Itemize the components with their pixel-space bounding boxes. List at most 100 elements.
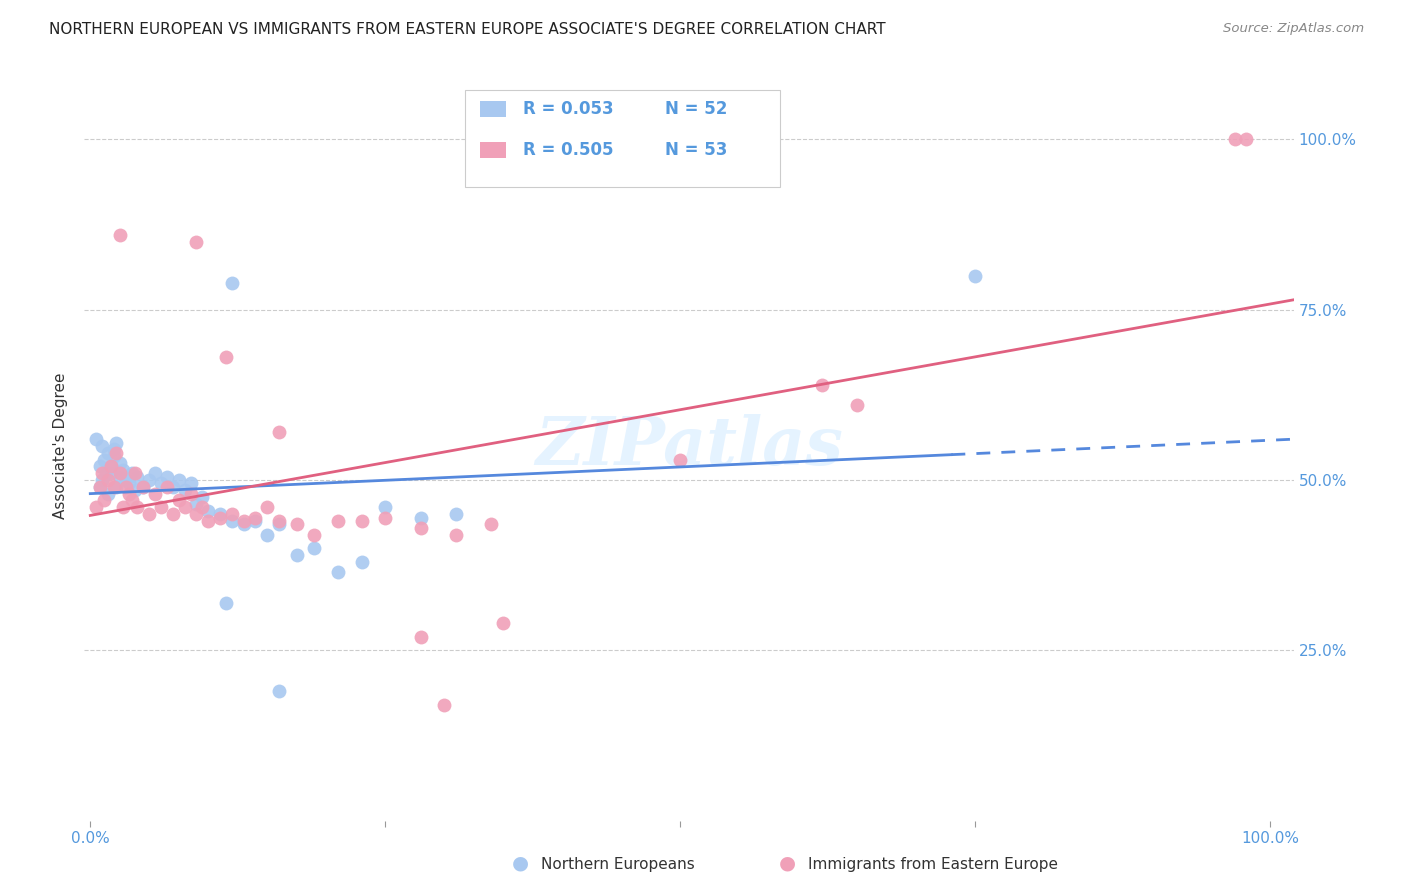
Text: R = 0.505: R = 0.505 bbox=[523, 141, 614, 159]
Point bbox=[326, 514, 349, 528]
Point bbox=[121, 467, 143, 481]
Point bbox=[232, 514, 254, 528]
Point bbox=[221, 507, 243, 521]
Point bbox=[103, 442, 125, 457]
Point bbox=[173, 500, 195, 515]
Point bbox=[127, 469, 149, 483]
Point bbox=[100, 467, 122, 481]
Point bbox=[326, 565, 349, 579]
Point bbox=[267, 514, 290, 528]
FancyBboxPatch shape bbox=[479, 142, 506, 158]
Y-axis label: Associate's Degree: Associate's Degree bbox=[53, 373, 69, 519]
Point bbox=[350, 514, 373, 528]
Point bbox=[108, 227, 131, 242]
Point bbox=[97, 486, 120, 500]
Point bbox=[221, 514, 243, 528]
Point bbox=[963, 268, 986, 283]
Text: N = 53: N = 53 bbox=[665, 141, 727, 159]
Point bbox=[143, 486, 166, 500]
Point bbox=[103, 449, 125, 463]
Point bbox=[180, 486, 202, 500]
Point bbox=[121, 493, 143, 508]
Point bbox=[208, 507, 231, 521]
Point bbox=[304, 527, 326, 541]
Point bbox=[127, 500, 149, 515]
Point bbox=[132, 480, 155, 494]
Point bbox=[180, 476, 202, 491]
Point bbox=[846, 398, 869, 412]
Text: ●: ● bbox=[779, 854, 796, 872]
Point bbox=[162, 480, 184, 494]
Point bbox=[143, 467, 166, 481]
Point bbox=[84, 432, 107, 446]
Point bbox=[84, 500, 107, 515]
Point bbox=[197, 514, 219, 528]
Point bbox=[167, 473, 190, 487]
Point bbox=[444, 527, 467, 541]
Point bbox=[91, 473, 114, 487]
Point bbox=[112, 463, 135, 477]
Point bbox=[245, 510, 267, 524]
Text: Northern Europeans: Northern Europeans bbox=[541, 857, 695, 872]
Point bbox=[114, 473, 136, 487]
Point bbox=[374, 510, 396, 524]
Point bbox=[215, 351, 238, 365]
Point bbox=[285, 548, 308, 562]
Point bbox=[105, 480, 128, 494]
Point bbox=[267, 517, 290, 532]
Point bbox=[138, 507, 160, 521]
FancyBboxPatch shape bbox=[479, 101, 506, 117]
Point bbox=[304, 541, 326, 556]
Point bbox=[492, 616, 515, 631]
Point bbox=[97, 473, 120, 487]
Text: NORTHERN EUROPEAN VS IMMIGRANTS FROM EASTERN EUROPE ASSOCIATE'S DEGREE CORRELATI: NORTHERN EUROPEAN VS IMMIGRANTS FROM EAS… bbox=[49, 22, 886, 37]
Point bbox=[191, 500, 214, 515]
Point bbox=[197, 504, 219, 518]
Point bbox=[256, 527, 278, 541]
Text: ZIPatlas: ZIPatlas bbox=[536, 414, 842, 478]
Point bbox=[118, 476, 141, 491]
Point bbox=[285, 517, 308, 532]
Point bbox=[132, 480, 155, 494]
Point bbox=[1223, 132, 1246, 146]
Point bbox=[267, 425, 290, 440]
Text: R = 0.053: R = 0.053 bbox=[523, 100, 614, 118]
Point bbox=[156, 469, 179, 483]
Point bbox=[156, 480, 179, 494]
Point bbox=[108, 467, 131, 481]
Text: Immigrants from Eastern Europe: Immigrants from Eastern Europe bbox=[808, 857, 1059, 872]
Point bbox=[100, 459, 122, 474]
Text: ●: ● bbox=[512, 854, 529, 872]
Point bbox=[186, 497, 208, 511]
Point bbox=[444, 507, 467, 521]
Text: N = 52: N = 52 bbox=[665, 100, 727, 118]
Point bbox=[173, 483, 195, 498]
Point bbox=[186, 235, 208, 249]
Point bbox=[114, 480, 136, 494]
Point bbox=[89, 480, 111, 494]
Point bbox=[105, 435, 128, 450]
Point bbox=[232, 517, 254, 532]
Point bbox=[118, 486, 141, 500]
Point bbox=[124, 483, 146, 498]
Text: Source: ZipAtlas.com: Source: ZipAtlas.com bbox=[1223, 22, 1364, 36]
Point bbox=[256, 500, 278, 515]
Point bbox=[267, 684, 290, 698]
Point bbox=[94, 467, 117, 481]
Point bbox=[103, 480, 125, 494]
Point bbox=[350, 555, 373, 569]
Point bbox=[208, 510, 231, 524]
Point bbox=[105, 446, 128, 460]
Point bbox=[409, 510, 432, 524]
Point bbox=[191, 490, 214, 504]
Point bbox=[374, 500, 396, 515]
Point bbox=[108, 469, 131, 483]
Point bbox=[93, 452, 115, 467]
Point bbox=[245, 514, 267, 528]
Point bbox=[91, 467, 114, 481]
Point bbox=[138, 473, 160, 487]
Point bbox=[112, 500, 135, 515]
Point bbox=[100, 459, 122, 474]
Point bbox=[89, 459, 111, 474]
Point bbox=[97, 446, 120, 460]
